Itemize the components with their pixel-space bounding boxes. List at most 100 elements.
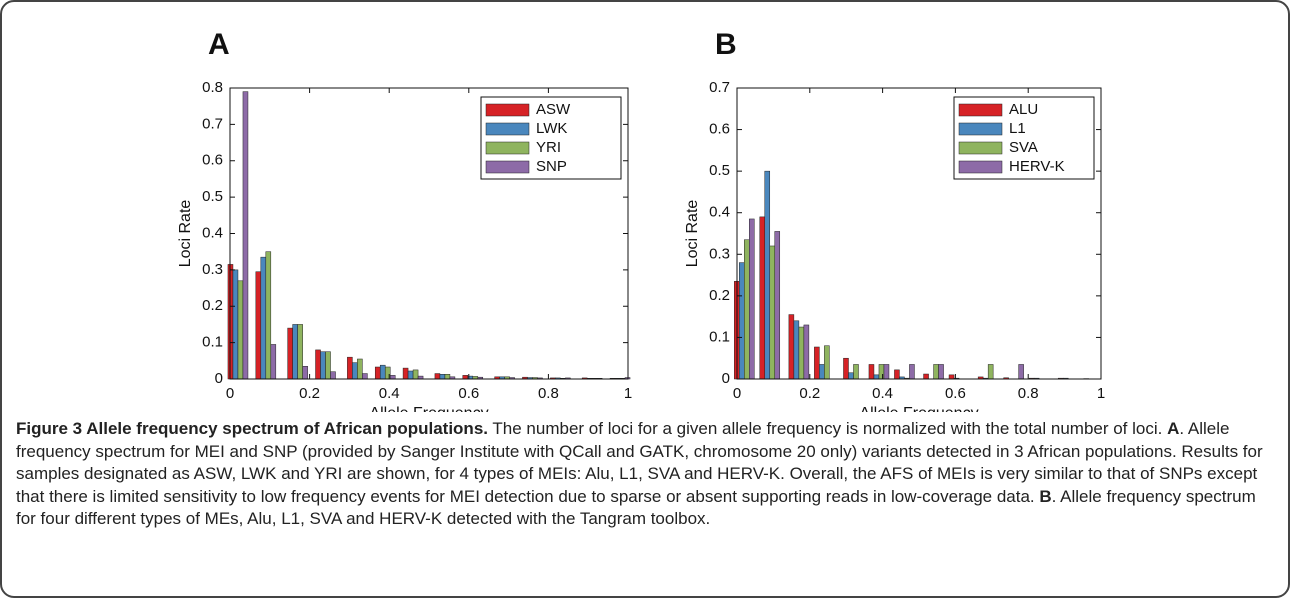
legend-label: SVA [1009,139,1038,156]
legend-label: HERV-K [1009,158,1065,175]
panel-label: A [208,28,230,61]
y-tick-label: 0.8 [202,79,223,96]
bar [878,364,885,380]
bar [788,314,795,380]
y-tick-label: 0 [215,370,223,387]
bar [814,346,820,380]
bar [1018,364,1024,380]
legend-label: ALU [1009,101,1038,118]
legend-label: SNP [536,158,567,175]
bar [297,324,303,380]
caption-label: Figure 3 Allele frequency spectrum of Af… [16,419,488,438]
bar [325,351,331,380]
bar [330,371,336,380]
y-tick-label: 0.6 [709,121,730,138]
bar [769,245,776,380]
bar [853,364,859,380]
x-tick-label: 0 [733,385,741,402]
y-tick-label: 0.6 [202,152,223,169]
legend-label: LWK [536,120,567,137]
bar [987,364,994,380]
bar [444,374,451,380]
legend-label: YRI [536,139,561,156]
bar [389,375,396,380]
bar [793,320,800,380]
legend-swatch [958,103,1003,117]
bar [883,364,890,380]
y-tick-label: 0.1 [202,334,223,351]
legend-swatch [958,141,1003,155]
y-tick-label: 0.5 [202,188,223,205]
bar [439,374,446,380]
bar [302,366,308,380]
x-tick-label: 1 [624,385,632,402]
caption-panel-ref: B [1039,486,1052,506]
x-tick-label: 0.8 [538,385,559,402]
axes-box [736,87,1102,380]
bar [739,262,745,380]
bar [347,356,353,380]
caption-text: . Allele frequency spectrum for MEI and … [16,419,1263,506]
bar [260,256,267,380]
x-tick-label: 0.4 [379,385,400,402]
legend-swatch [485,160,530,174]
x-tick-label: 1 [1097,385,1105,402]
bar [873,374,880,380]
y-tick-label: 0.4 [202,224,223,241]
legend-swatch [958,160,1003,174]
y-axis-label: Loci Rate [684,200,701,268]
bar [798,326,805,380]
x-tick-label: 0.8 [1018,385,1039,402]
bar [909,364,915,380]
bar [357,358,363,380]
x-tick-label: 0.2 [799,385,820,402]
y-tick-label: 0.3 [202,261,223,278]
y-tick-label: 0.7 [202,115,223,132]
bar [843,357,849,380]
bar [759,216,766,380]
legend-label: ASW [536,101,571,118]
y-axis-label: Loci Rate [177,200,194,268]
y-tick-label: 0 [722,370,730,387]
bar [819,364,825,380]
bar [320,351,326,380]
y-tick-label: 0.7 [709,79,730,96]
bar [803,324,810,380]
bar [923,373,929,380]
charts: A 0 0.1 0.2 0.3 0.4 0.5 0.6 0.7 0.8 0 0.2 0.4 0.6 0.8 1… [177,28,1105,412]
bar [362,373,368,380]
bar [462,375,469,380]
y-tick-label: 0.1 [709,328,730,345]
bar [315,349,321,380]
caption-text: . Allele frequency spectrum for four dif… [16,486,1256,529]
bar [407,370,414,380]
bar [265,251,272,380]
legend-swatch [958,122,1003,136]
bar [379,364,386,380]
legend-label: L1 [1009,120,1026,137]
bar [933,364,939,380]
bar [938,364,944,380]
bar [848,372,854,380]
y-tick-label: 0.5 [709,162,730,179]
bar [237,280,244,380]
bar [744,239,750,380]
y-tick-label: 0.2 [202,297,223,314]
bar [270,344,277,380]
legend-swatch [485,141,530,155]
x-tick-label: 0 [226,385,234,402]
bar [374,366,381,380]
x-axis-label: Allele Frequency [369,405,488,412]
bar [824,345,830,380]
x-tick-label: 0.6 [458,385,479,402]
bar [352,362,358,380]
x-tick-label: 0.2 [299,385,320,402]
bar [287,327,293,380]
bar [242,91,249,380]
caption: Figure 3 Allele frequency spectrum of Af… [16,418,1278,531]
bar [764,170,771,380]
bar [774,231,781,380]
y-tick-label: 0.3 [709,245,730,262]
legend-swatch [485,122,530,136]
